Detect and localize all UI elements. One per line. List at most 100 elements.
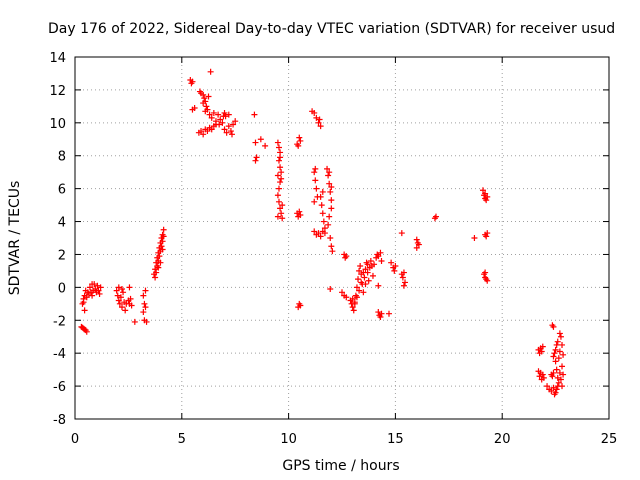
data-point xyxy=(114,292,121,299)
data-point xyxy=(544,383,551,390)
data-point xyxy=(207,68,214,75)
data-point xyxy=(160,226,167,233)
data-point xyxy=(482,190,489,197)
y-tick-label: 0 xyxy=(58,281,66,296)
data-point xyxy=(413,244,420,251)
data-point xyxy=(203,103,210,110)
data-point xyxy=(159,246,166,253)
data-point xyxy=(252,157,259,164)
data-point xyxy=(325,172,332,179)
data-point xyxy=(158,243,165,250)
data-point xyxy=(554,374,561,381)
data-point xyxy=(191,105,198,112)
data-point xyxy=(540,374,547,381)
data-point xyxy=(328,183,335,190)
data-point xyxy=(553,386,560,393)
data-point xyxy=(279,215,286,222)
data-point xyxy=(375,309,382,316)
y-tick-label: 6 xyxy=(58,183,66,198)
data-point xyxy=(327,286,334,293)
data-point xyxy=(327,188,334,195)
data-point xyxy=(552,358,559,365)
data-point xyxy=(349,295,356,302)
data-point xyxy=(343,253,350,260)
data-point xyxy=(326,180,333,187)
data-point xyxy=(539,343,546,350)
data-point xyxy=(362,281,369,288)
data-point xyxy=(153,269,160,276)
x-tick-label: 20 xyxy=(494,432,511,447)
data-point xyxy=(317,233,324,240)
data-point xyxy=(221,126,228,133)
data-point xyxy=(392,262,399,269)
data-point xyxy=(431,215,438,222)
data-point xyxy=(551,350,558,357)
data-point xyxy=(95,287,102,294)
data-point xyxy=(297,302,304,309)
data-point xyxy=(556,330,563,337)
data-point xyxy=(353,284,360,291)
data-point xyxy=(361,274,368,281)
data-point xyxy=(324,165,331,172)
data-point xyxy=(225,123,232,130)
data-point xyxy=(400,282,407,289)
data-point xyxy=(362,266,369,273)
data-points xyxy=(78,68,567,398)
data-point xyxy=(550,353,557,360)
data-point xyxy=(357,262,364,269)
data-point xyxy=(349,304,356,311)
data-point xyxy=(297,211,304,218)
data-point xyxy=(312,165,319,172)
data-point xyxy=(279,202,286,209)
data-point xyxy=(326,213,333,220)
plot-frame xyxy=(74,56,610,420)
data-point xyxy=(140,309,147,316)
data-point xyxy=(483,233,490,240)
data-point xyxy=(559,363,566,370)
data-point xyxy=(225,111,232,118)
data-point xyxy=(400,269,407,276)
data-point xyxy=(548,388,555,395)
x-tick-label: 10 xyxy=(280,432,297,447)
data-point xyxy=(557,333,564,340)
data-point xyxy=(277,179,284,186)
data-point xyxy=(483,197,490,204)
x-tick-label: 15 xyxy=(387,432,404,447)
data-point xyxy=(86,284,93,291)
data-point xyxy=(215,111,222,118)
data-point xyxy=(358,279,365,286)
data-point xyxy=(262,142,269,149)
data-point xyxy=(369,272,376,279)
data-point xyxy=(117,294,124,301)
y-axis-label: SDTVAR / TECUs xyxy=(7,181,23,296)
data-point xyxy=(311,109,318,116)
data-point xyxy=(318,202,325,209)
data-point xyxy=(160,233,167,240)
data-point xyxy=(96,290,103,297)
data-point xyxy=(539,371,546,378)
y-tick-label: 4 xyxy=(58,216,66,231)
y-tick-label: -4 xyxy=(53,347,66,362)
x-tick-label: 5 xyxy=(178,432,186,447)
data-point xyxy=(377,313,384,320)
data-point xyxy=(536,373,543,380)
data-point xyxy=(80,299,87,306)
data-point xyxy=(89,292,96,299)
data-point xyxy=(391,267,398,274)
data-point xyxy=(208,114,215,121)
data-point xyxy=(312,177,319,184)
data-point xyxy=(552,346,559,353)
y-tick-label: -6 xyxy=(53,380,66,395)
data-point xyxy=(210,109,217,116)
data-point xyxy=(127,295,134,302)
data-point xyxy=(296,208,303,215)
data-point xyxy=(560,351,567,358)
data-point xyxy=(367,258,374,265)
data-point xyxy=(328,205,335,212)
data-point xyxy=(326,169,333,176)
data-point xyxy=(142,304,149,311)
data-point xyxy=(360,289,367,296)
data-point xyxy=(295,142,302,149)
data-point xyxy=(200,91,207,98)
